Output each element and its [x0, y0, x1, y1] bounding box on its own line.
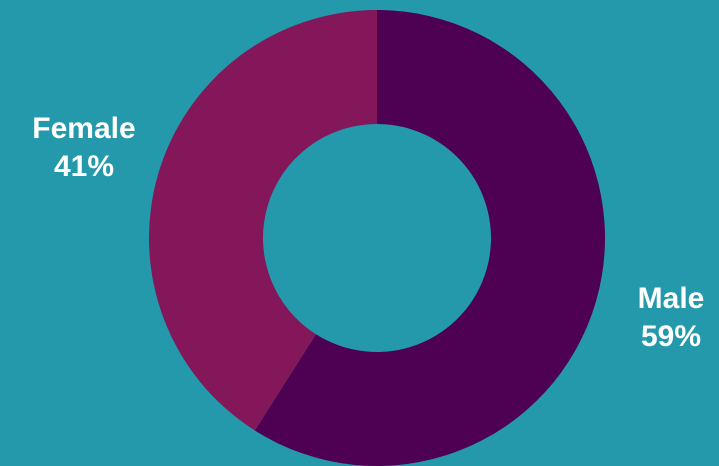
slice-female	[148, 10, 377, 431]
slice-male	[254, 10, 605, 466]
label-female-name: Female	[32, 112, 136, 145]
label-female: Female 41%	[18, 110, 150, 186]
label-male-name: Male	[637, 282, 705, 315]
label-male-value: 59%	[640, 320, 702, 353]
label-female-value: 41%	[53, 150, 115, 183]
label-male: Male 59%	[616, 280, 719, 356]
